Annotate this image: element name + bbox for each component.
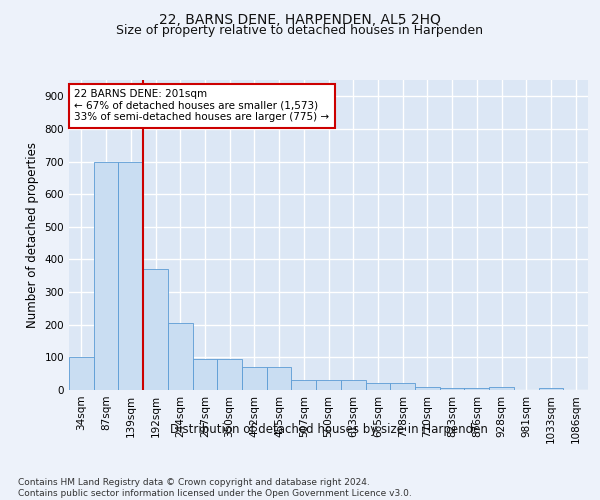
Bar: [464, 388, 489, 390]
Bar: [143, 270, 168, 390]
Bar: [390, 384, 415, 390]
Bar: [316, 380, 341, 390]
Bar: [168, 323, 193, 390]
Bar: [69, 358, 94, 390]
Bar: [242, 367, 267, 390]
Text: Contains HM Land Registry data © Crown copyright and database right 2024.
Contai: Contains HM Land Registry data © Crown c…: [18, 478, 412, 498]
Bar: [415, 386, 440, 390]
Bar: [539, 388, 563, 390]
Y-axis label: Number of detached properties: Number of detached properties: [26, 142, 39, 328]
Bar: [341, 380, 365, 390]
Bar: [193, 359, 217, 390]
Bar: [489, 386, 514, 390]
Bar: [217, 359, 242, 390]
Bar: [292, 380, 316, 390]
Text: Distribution of detached houses by size in Harpenden: Distribution of detached houses by size …: [170, 422, 488, 436]
Text: 22 BARNS DENE: 201sqm
← 67% of detached houses are smaller (1,573)
33% of semi-d: 22 BARNS DENE: 201sqm ← 67% of detached …: [74, 90, 329, 122]
Bar: [365, 384, 390, 390]
Text: Size of property relative to detached houses in Harpenden: Size of property relative to detached ho…: [116, 24, 484, 37]
Bar: [267, 367, 292, 390]
Bar: [94, 162, 118, 390]
Text: 22, BARNS DENE, HARPENDEN, AL5 2HQ: 22, BARNS DENE, HARPENDEN, AL5 2HQ: [159, 12, 441, 26]
Bar: [440, 388, 464, 390]
Bar: [118, 162, 143, 390]
